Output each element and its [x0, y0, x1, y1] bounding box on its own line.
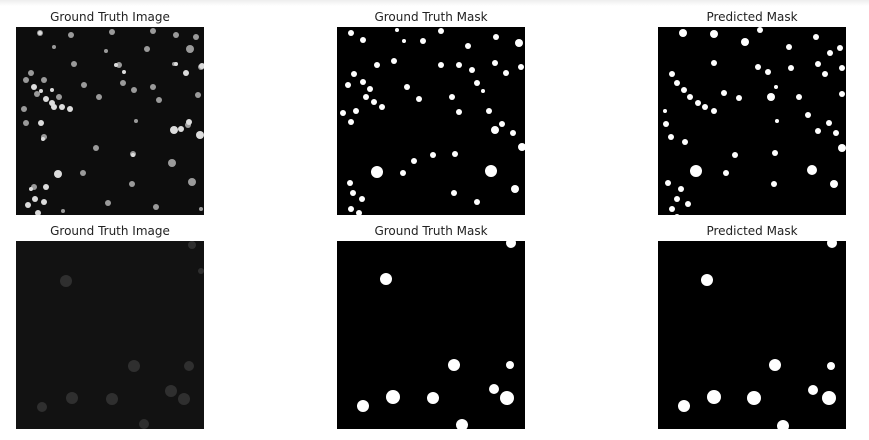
panel-title: Ground Truth Image — [50, 10, 170, 24]
ground-truth-mask — [337, 241, 525, 429]
panel-title: Predicted Mask — [706, 224, 798, 238]
microscopy-image — [16, 27, 204, 215]
ground-truth-image — [16, 241, 204, 429]
panel-title: Ground Truth Mask — [374, 224, 488, 238]
panel-title: Predicted Mask — [706, 10, 798, 24]
panel-title: Ground Truth Image — [50, 224, 170, 238]
panel-title: Ground Truth Mask — [374, 10, 488, 24]
binary-mask-image — [337, 27, 525, 215]
ground-truth-mask — [337, 27, 525, 215]
binary-mask-image — [658, 27, 846, 215]
predicted-mask — [658, 241, 846, 429]
figure-top-edge — [0, 0, 869, 6]
ground-truth-image — [16, 27, 204, 215]
microscopy-image — [16, 241, 204, 429]
binary-mask-image — [337, 241, 525, 429]
binary-mask-image — [658, 241, 846, 429]
predicted-mask — [658, 27, 846, 215]
